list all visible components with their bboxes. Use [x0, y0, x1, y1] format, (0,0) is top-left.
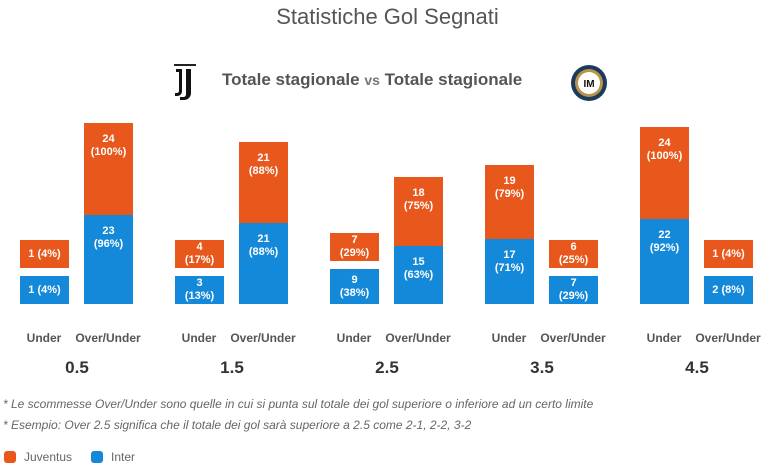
bar-segment-inter: 23 (96%)	[84, 215, 133, 304]
group-label: 2.5	[375, 358, 399, 377]
legend-swatch-juventus	[4, 451, 16, 463]
data-label: 9 (38%)	[339, 273, 370, 299]
data-label: 19 (79%)	[494, 175, 525, 201]
bar-segment-inter: 17 (71%)	[485, 238, 534, 304]
subtitle-right: Totale stagionale	[384, 70, 523, 89]
bar-segment-juventus: 6 (25%)	[549, 240, 598, 268]
group-label: 3.5	[530, 358, 554, 377]
legend-inter[interactable]: Inter	[91, 450, 135, 464]
data-label: 23 (96%)	[93, 225, 124, 251]
data-label: 6 (25%)	[558, 241, 589, 266]
legend-label-juventus: Juventus	[24, 450, 73, 464]
legend-label-inter: Inter	[111, 450, 136, 464]
legend-juventus[interactable]: Juventus	[4, 450, 72, 464]
bar-segment-juventus: 18 (75%)	[394, 176, 443, 247]
inter-logo-icon: IM	[571, 65, 607, 101]
bar-label: Over/Under	[230, 331, 296, 345]
bar-label: Under	[336, 331, 372, 345]
data-label: 24 (100%)	[646, 136, 683, 162]
bar-label: Over/Under	[385, 331, 451, 345]
data-label: 18 (75%)	[403, 186, 434, 212]
data-label: 1 (4%)	[28, 247, 61, 260]
bar-segment-juventus: 1 (4%)	[704, 240, 753, 268]
data-label: 21 (88%)	[248, 152, 279, 178]
legend-swatch-inter	[91, 451, 103, 463]
svg-text:IM: IM	[583, 79, 594, 90]
bar-label: Under	[181, 331, 217, 345]
data-label: 21 (88%)	[248, 233, 279, 259]
data-label: 7 (29%)	[558, 277, 589, 302]
data-label: 1 (4%)	[712, 247, 745, 260]
bar-segment-inter: 15 (63%)	[394, 246, 443, 304]
bar-segment-juventus: 7 (29%)	[330, 233, 379, 262]
bar-segment-inter: 21 (88%)	[239, 223, 288, 304]
note-2: * Esempio: Over 2.5 significa che il tot…	[3, 418, 472, 432]
bar-label: Under	[26, 331, 62, 345]
bar-segment-juventus: 19 (79%)	[485, 165, 534, 239]
data-label: 1 (4%)	[28, 283, 61, 296]
note-1: * Le scommesse Over/Under sono quelle in…	[3, 397, 594, 411]
data-label: 24 (100%)	[90, 133, 127, 159]
bar-segment-juventus: 21 (88%)	[239, 142, 288, 224]
subtitle-left: Totale stagionale	[222, 70, 360, 89]
data-label: 15 (63%)	[403, 256, 434, 282]
data-label: 7 (29%)	[339, 234, 370, 260]
data-label: 4 (17%)	[184, 241, 215, 266]
bar-label: Over/Under	[75, 331, 141, 345]
bar-segment-juventus: 24 (100%)	[640, 126, 689, 220]
chart-subtitle: Totale stagionale vs Totale stagionale	[222, 70, 522, 90]
data-label: 3 (13%)	[184, 277, 215, 302]
bar-segment-inter: 2 (8%)	[704, 276, 753, 304]
group-label: 4.5	[685, 358, 709, 377]
bar-segment-inter: 7 (29%)	[549, 276, 598, 304]
juventus-logo-icon	[174, 64, 196, 100]
bar-segment-inter: 22 (92%)	[640, 219, 689, 304]
subtitle-vs: vs	[364, 72, 380, 88]
bar-label: Under	[491, 331, 527, 345]
data-label: 2 (8%)	[712, 283, 745, 296]
data-label: 17 (71%)	[494, 248, 525, 274]
bar-segment-inter: 9 (38%)	[330, 269, 379, 304]
group-label: 0.5	[65, 358, 89, 377]
bar-segment-inter: 3 (13%)	[175, 276, 224, 304]
group-label: 1.5	[220, 358, 244, 377]
data-label: 22 (92%)	[649, 229, 680, 255]
bar-segment-juventus: 24 (100%)	[84, 123, 133, 216]
bar-label: Over/Under	[695, 331, 761, 345]
bar-segment-juventus: 1 (4%)	[20, 240, 69, 268]
bar-label: Over/Under	[540, 331, 606, 345]
chart-title: Statistiche Gol Segnati	[276, 4, 499, 29]
bar-segment-juventus: 4 (17%)	[175, 240, 224, 268]
bar-segment-inter: 1 (4%)	[20, 276, 69, 304]
bar-label: Under	[646, 331, 682, 345]
